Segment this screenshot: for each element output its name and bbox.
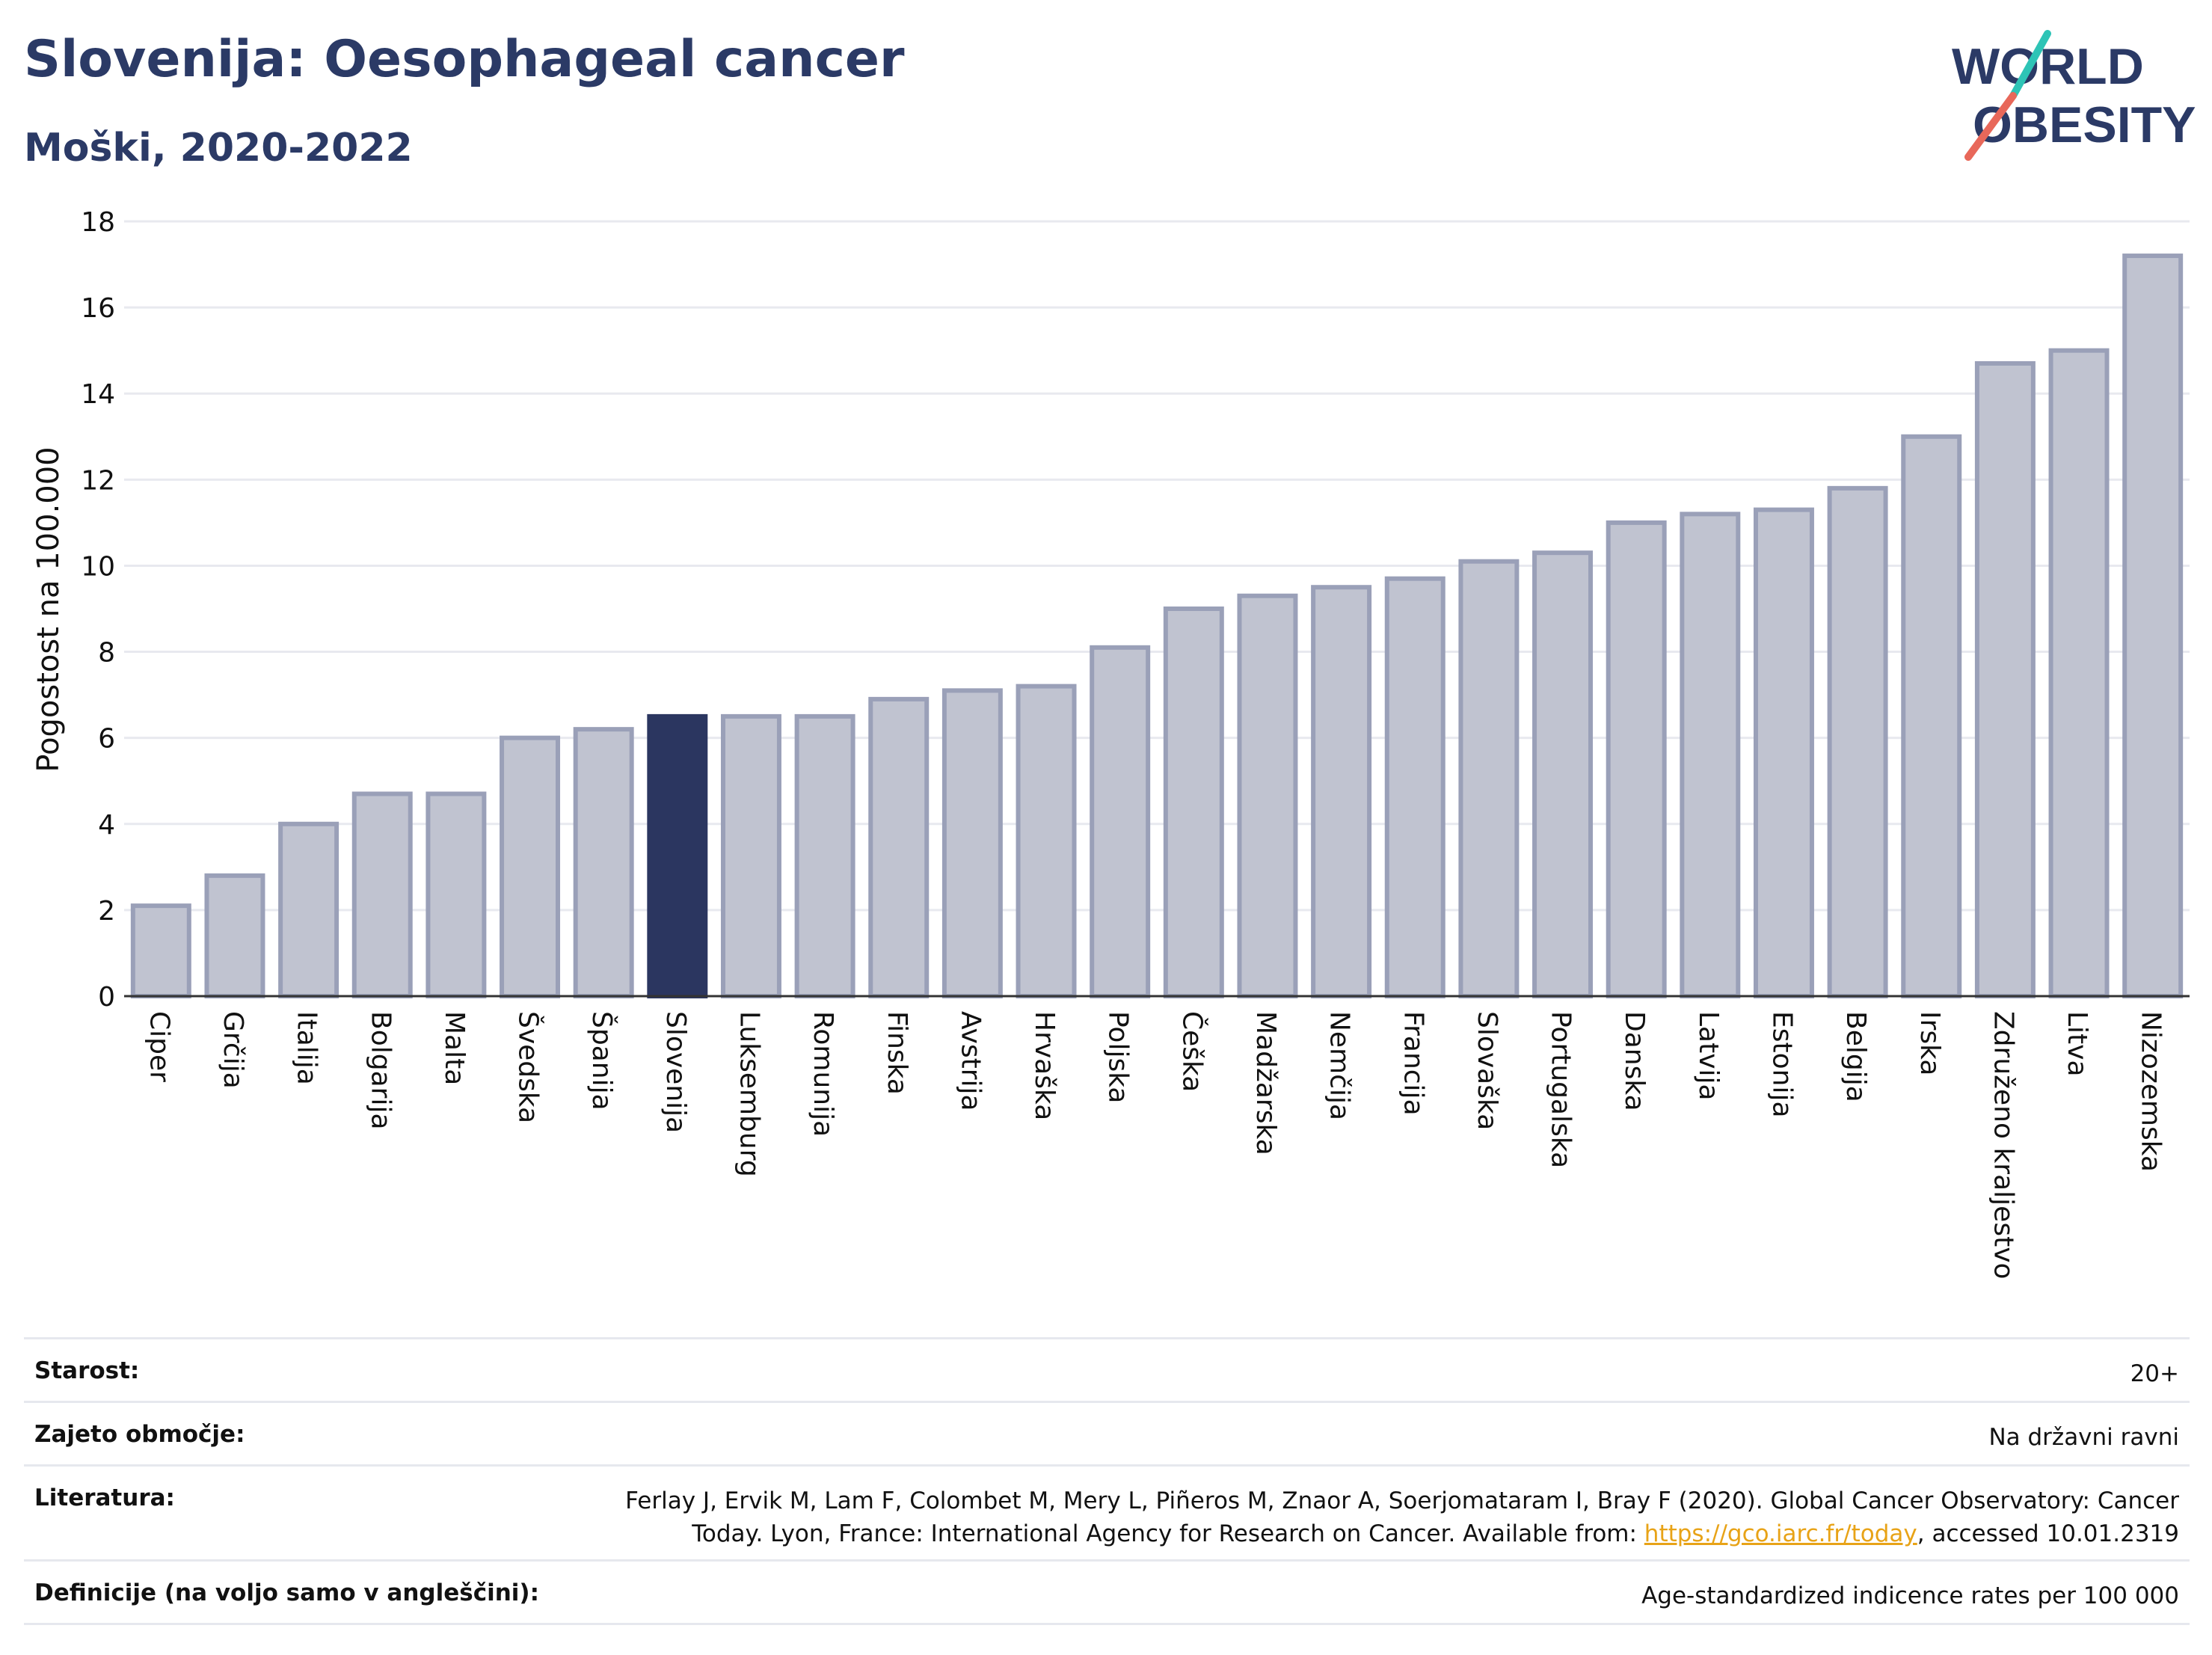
bar-francija bbox=[1384, 576, 1446, 998]
bar-finska bbox=[868, 696, 930, 998]
meta-value-definitions: Age-standardized indicence rates per 100… bbox=[1641, 1582, 2179, 1609]
bar-slovenija bbox=[647, 713, 708, 999]
metadata-table: Starost: 20+ Zajeto območje: Na državni … bbox=[24, 1337, 2190, 1625]
x-tick-label: Luksemburg bbox=[734, 1011, 764, 1177]
bar-malta bbox=[425, 791, 487, 998]
x-tick-label: Avstrija bbox=[955, 1011, 986, 1111]
x-tick-label: Bolgarija bbox=[365, 1011, 396, 1130]
x-tick-label: Latvija bbox=[1693, 1011, 1724, 1101]
x-tick-label: Češka bbox=[1176, 1011, 1208, 1092]
bar-italija bbox=[278, 821, 340, 999]
bar-nizozemska bbox=[2122, 254, 2184, 998]
y-tick-label: 18 bbox=[81, 207, 115, 238]
meta-row-literature: Literatura: Ferlay J, Ervik M, Lam F, Co… bbox=[24, 1464, 2190, 1559]
x-tick-label: Nemčija bbox=[1324, 1011, 1355, 1120]
bar-litva bbox=[2048, 348, 2110, 998]
x-tick-label: Italija bbox=[292, 1011, 322, 1085]
bar-madžarska bbox=[1237, 593, 1298, 998]
x-tick-label: Združeno kraljestvo bbox=[1988, 1011, 2018, 1280]
x-tick-label: Estonija bbox=[1766, 1011, 1797, 1118]
literature-line-2-pre: Today. Lyon, France: International Agenc… bbox=[692, 1520, 1644, 1547]
x-tick-label: Portugalska bbox=[1546, 1011, 1576, 1168]
meta-row-definitions: Definicije (na voljo samo v angleščini):… bbox=[24, 1559, 2190, 1625]
x-tick-labels: Ciper Grčija Italija Bolgarija Malta Švedska Š… bbox=[144, 1011, 2166, 1280]
bar-danska bbox=[1606, 520, 1667, 998]
logo-slash-top bbox=[2009, 30, 2051, 99]
x-tick-label: Grčija bbox=[218, 1011, 248, 1089]
meta-label-age: Starost: bbox=[34, 1357, 140, 1384]
logo-text-world: WORLD bbox=[1952, 38, 2144, 95]
x-tick-label: Španija bbox=[586, 1011, 618, 1111]
bar-poljska bbox=[1090, 645, 1151, 998]
bar-chart: 0 2 4 6 8 10 12 14 16 18 Ciper Grčija Italija Bolgar… bbox=[31, 207, 2190, 1280]
y-tick-labels: 0 2 4 6 8 10 12 14 16 18 bbox=[81, 207, 115, 1013]
y-tick-label: 16 bbox=[81, 293, 115, 324]
page-subtitle: Moški, 2020-2022 bbox=[24, 126, 413, 171]
x-tick-label: Slovaška bbox=[1472, 1011, 1502, 1130]
x-tick-label: Malta bbox=[439, 1011, 470, 1085]
y-tick-label: 0 bbox=[98, 982, 115, 1013]
x-tick-label: Švedska bbox=[513, 1011, 544, 1123]
x-tick-label: Litva bbox=[2062, 1011, 2092, 1077]
bar-estonija bbox=[1753, 507, 1814, 998]
bar-ciper bbox=[130, 903, 191, 998]
x-tick-label: Danska bbox=[1619, 1011, 1650, 1111]
bar-portugalska bbox=[1532, 550, 1594, 998]
bar-češka bbox=[1163, 607, 1224, 998]
literature-line-2-post: , accessed 10.01.2319 bbox=[1917, 1520, 2179, 1547]
meta-row-coverage: Zajeto območje: Na državni ravni bbox=[24, 1401, 2190, 1464]
y-tick-label: 6 bbox=[98, 724, 115, 755]
x-tick-label: Madžarska bbox=[1250, 1011, 1281, 1155]
bar-nemčija bbox=[1311, 585, 1372, 998]
bar-latvija bbox=[1680, 512, 1741, 998]
literature-link[interactable]: https://gco.iarc.fr/today bbox=[1644, 1520, 1917, 1547]
y-axis-label: Pogostost na 100.000 bbox=[31, 446, 66, 772]
y-tick-label: 10 bbox=[81, 551, 115, 582]
bar-luksemburg bbox=[720, 713, 781, 999]
meta-value-age: 20+ bbox=[2130, 1360, 2179, 1387]
meta-row-age: Starost: 20+ bbox=[24, 1337, 2190, 1401]
bar-romunija bbox=[794, 713, 855, 999]
meta-label-literature: Literatura: bbox=[34, 1484, 175, 1511]
meta-value-literature: Ferlay J, Ervik M, Lam F, Colombet M, Me… bbox=[625, 1467, 2190, 1550]
y-tick-label: 4 bbox=[98, 810, 115, 841]
bar-bolgarija bbox=[351, 791, 413, 998]
bar-hrvaška bbox=[1016, 684, 1077, 998]
bar-irska bbox=[1901, 434, 1962, 998]
x-tick-label: Poljska bbox=[1103, 1011, 1134, 1104]
world-obesity-logo: WORLD OBESITY bbox=[1952, 30, 2196, 161]
meta-value-coverage: Na državni ravni bbox=[1988, 1424, 2179, 1451]
x-tick-label: Ciper bbox=[144, 1011, 174, 1082]
bar-švedska bbox=[500, 735, 561, 999]
x-tick-label: Nizozemska bbox=[2136, 1011, 2166, 1172]
y-tick-label: 14 bbox=[81, 379, 115, 410]
logo-slash-bottom bbox=[1964, 92, 2017, 161]
page-title: Slovenija: Oesophageal cancer bbox=[24, 30, 905, 89]
y-tick-label: 2 bbox=[98, 896, 115, 927]
x-tick-label: Irska bbox=[1914, 1011, 1945, 1075]
bar-grčija bbox=[204, 873, 265, 999]
x-tick-label: Finska bbox=[882, 1011, 912, 1095]
y-tick-label: 12 bbox=[81, 465, 115, 496]
bar-združeno-kraljestvo bbox=[1974, 360, 2036, 998]
bar-španija bbox=[573, 727, 634, 999]
bar-belgija bbox=[1827, 485, 1888, 998]
meta-label-definitions: Definicije (na voljo samo v angleščini): bbox=[34, 1579, 539, 1606]
x-tick-label: Hrvaška bbox=[1029, 1011, 1060, 1120]
x-tick-label: Francija bbox=[1398, 1011, 1428, 1116]
literature-line-1: Ferlay J, Ervik M, Lam F, Colombet M, Me… bbox=[625, 1487, 2179, 1514]
meta-label-coverage: Zajeto območje: bbox=[34, 1421, 245, 1448]
bar-slovaška bbox=[1458, 559, 1520, 998]
x-tick-label: Romunija bbox=[808, 1011, 838, 1137]
bars bbox=[130, 254, 2184, 999]
x-tick-label: Slovenija bbox=[660, 1011, 691, 1133]
x-tick-label: Belgija bbox=[1840, 1011, 1871, 1102]
y-tick-label: 8 bbox=[98, 638, 115, 669]
bar-avstrija bbox=[941, 688, 1003, 998]
